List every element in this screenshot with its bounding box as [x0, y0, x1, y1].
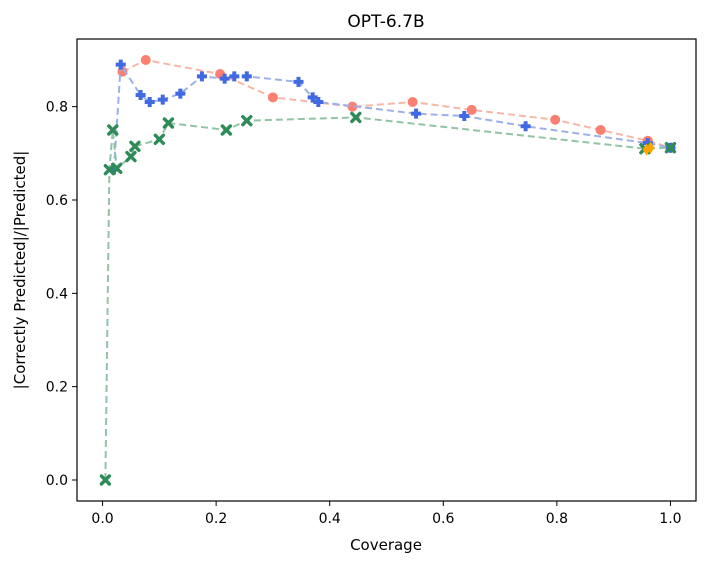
y-tick-label: 0.4: [46, 286, 68, 302]
series-orange: [642, 141, 655, 156]
series-layer: [99, 55, 677, 486]
series-green-point: [220, 124, 233, 136]
y-tick-label: 0.0: [46, 473, 68, 489]
series-green-point: [129, 140, 141, 153]
series-blue-point: [175, 88, 186, 99]
x-axis-label: Coverage: [350, 536, 422, 554]
series-blue-point: [307, 92, 318, 103]
series-blue-point: [115, 59, 126, 70]
series-red-point: [140, 55, 151, 65]
series-orange-point: [646, 141, 655, 154]
series-blue-point: [196, 71, 207, 82]
series-red-point: [215, 69, 226, 79]
plot-frame: [76, 38, 697, 502]
x-tick-label: 0.6: [432, 511, 454, 527]
x-tick-label: 0.8: [546, 511, 568, 527]
series-blue-line: [112, 61, 671, 170]
chart-title: OPT-6.7B: [347, 12, 424, 32]
series-red-point: [595, 125, 606, 135]
series-green: [99, 111, 677, 486]
series-blue-point: [459, 111, 470, 121]
series-green-point: [153, 133, 166, 146]
y-axis-label: |Correctly Predicted|/|Predicted|: [11, 151, 29, 390]
series-red-point: [267, 92, 278, 103]
series-blue-point: [411, 108, 422, 119]
x-tick-label: 1.0: [659, 511, 681, 527]
x-tick-label: 0.2: [205, 511, 227, 527]
x-axis: 0.0 0.2 0.4 0.6 0.8 1.0: [91, 501, 682, 527]
x-tick-label: 0.0: [91, 511, 113, 527]
series-blue-point: [144, 97, 155, 107]
series-green-point: [107, 124, 119, 136]
series-blue-point: [293, 76, 304, 87]
series-blue-point: [229, 71, 240, 82]
series-red-point: [347, 101, 358, 112]
series-blue-point: [219, 73, 230, 84]
series-green-point: [664, 142, 677, 154]
series-blue: [108, 59, 676, 175]
series-red-point: [466, 104, 477, 115]
series-blue-point: [642, 138, 653, 149]
series-red-point: [550, 114, 561, 125]
series-blue-point: [520, 121, 531, 132]
y-tick-label: 0.8: [46, 100, 68, 116]
x-tick-label: 0.4: [319, 511, 341, 527]
series-green-point: [162, 117, 175, 129]
series-green-point: [99, 474, 112, 486]
y-axis: 0.0 0.2 0.4 0.6 0.8: [46, 100, 77, 489]
y-tick-label: 0.2: [46, 380, 68, 396]
series-green-point: [241, 114, 253, 127]
series-green-point: [350, 111, 362, 124]
series-blue-point: [135, 90, 146, 100]
series-green-point: [111, 162, 123, 174]
series-blue-point: [313, 97, 324, 107]
y-tick-label: 0.6: [46, 193, 68, 209]
series-green-point: [125, 150, 137, 163]
series-blue-point: [157, 94, 168, 105]
series-red-point: [407, 97, 418, 107]
series-blue-point: [241, 71, 252, 82]
